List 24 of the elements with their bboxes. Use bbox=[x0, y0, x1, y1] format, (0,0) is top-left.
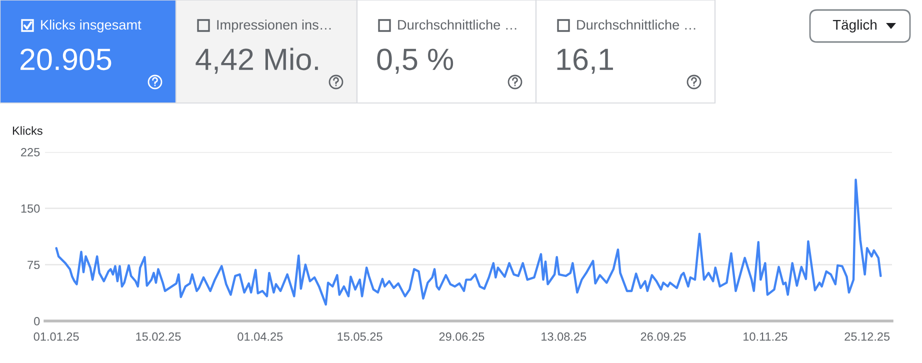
x-tick-label: 13.08.25 bbox=[542, 332, 586, 341]
x-tick-label: 26.09.25 bbox=[640, 332, 686, 341]
text: 4,42 Mio. bbox=[196, 48, 318, 74]
x-tick-label: 01.04.25 bbox=[238, 332, 283, 341]
y-axis-title: Klicks bbox=[12, 126, 42, 135]
line-series bbox=[55, 178, 882, 306]
y-tick-label: 150 bbox=[21, 204, 40, 213]
x-tick-label: 29.06.25 bbox=[439, 332, 484, 341]
x-tick-label: 15.05.25 bbox=[338, 332, 382, 341]
text: Durchschnittliche … bbox=[398, 20, 516, 30]
x-tick-label: 15.02.25 bbox=[136, 332, 181, 341]
x-tick-label: 25.12.25 bbox=[844, 332, 890, 341]
y-tick-label: 225 bbox=[21, 148, 40, 156]
text: 0,5 % bbox=[377, 48, 454, 74]
text: Täglich bbox=[832, 20, 876, 32]
y-tick-label: 75 bbox=[28, 260, 40, 270]
text: Impressionen ins… bbox=[217, 20, 331, 32]
y-tick-label: 0 bbox=[34, 317, 40, 326]
text: Durchschnittliche … bbox=[577, 20, 696, 30]
text: 20.905 bbox=[20, 48, 112, 70]
x-tick-label: 10.11.25 bbox=[744, 332, 788, 341]
text: Klicks insgesamt bbox=[41, 20, 142, 32]
text: 16,1 bbox=[557, 48, 613, 74]
x-tick-label: 01.01.25 bbox=[34, 332, 79, 341]
